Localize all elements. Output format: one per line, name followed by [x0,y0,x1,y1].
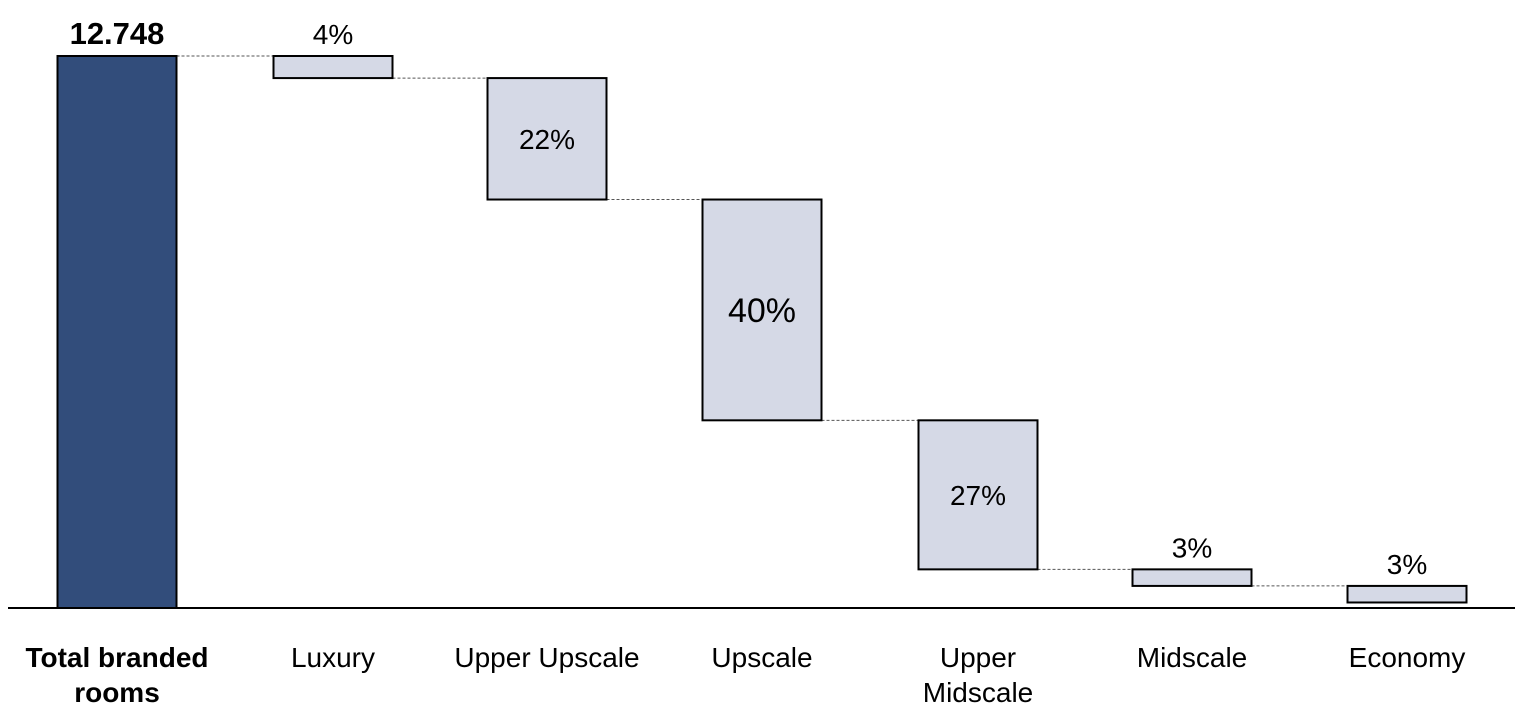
category-label-economy-line1: Economy [1348,642,1466,673]
category-label-upper-midscale: Upper Midscale [868,640,1088,710]
category-label-upper-upscale-line1: Upper Upscale [454,642,640,673]
category-label-upscale-line1: Upscale [711,642,813,673]
value-labels: 12.748 4% 22% 40% 27% 3% 3% [70,16,1428,580]
bar-step [1131,568,1253,587]
value-label: 4% [313,19,353,50]
value-label: 27% [950,480,1006,511]
category-label-upper-midscale-line1: Upper [939,642,1017,673]
bar-step [701,198,823,422]
value-label-total: 12.748 [70,16,165,51]
category-label-midscale-line1: Midscale [1136,642,1248,673]
bar-step [486,77,608,201]
category-label-luxury-line1: Luxury [290,642,376,673]
category-label-upper-upscale: Upper Upscale [437,640,657,675]
value-label: 22% [519,124,575,155]
bar-step [1346,584,1468,604]
value-label: 3% [1172,532,1212,563]
bars [56,55,1468,609]
value-label: 40% [728,292,796,330]
category-label-total-line2: rooms [74,677,160,708]
category-label-midscale: Midscale [1082,640,1302,675]
category-label-upper-midscale-line2: Midscale [922,677,1034,708]
bar-step [917,419,1039,571]
bar-step [272,55,394,80]
category-label-economy: Economy [1297,640,1517,675]
connector-lines [176,55,1348,587]
category-label-upscale: Upscale [652,640,872,675]
category-label-total: Total branded rooms [7,640,227,710]
category-label-luxury: Luxury [223,640,443,675]
bar-total [56,55,178,609]
value-label: 3% [1387,549,1427,580]
category-label-total-line1: Total branded [25,642,209,673]
